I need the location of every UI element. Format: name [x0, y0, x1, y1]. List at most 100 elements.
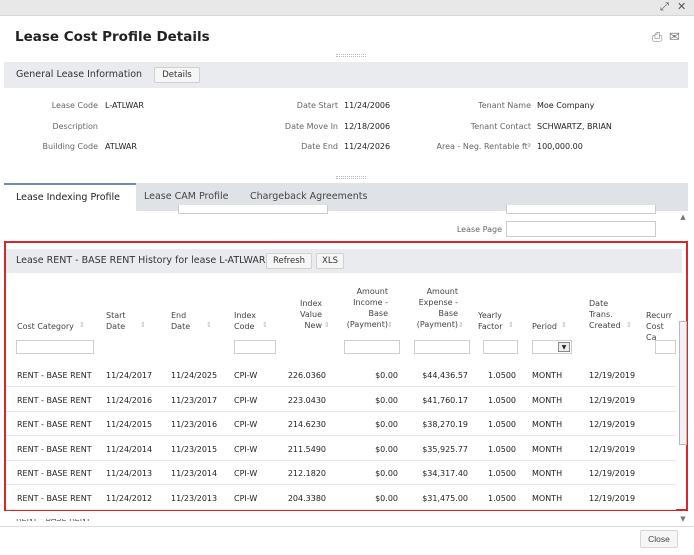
sort-icon[interactable]: ⇕: [387, 321, 393, 329]
table-row[interactable]: RENT - BASE RENT 11/24/2016 11/23/2017 CPI-…: [6, 388, 676, 412]
table-row[interactable]: RENT - BASE RENT 11/24/2013 11/23/2014 CPI-…: [6, 461, 676, 485]
cell-index-value: 214.6230: [287, 420, 326, 429]
close-icon[interactable]: ✕: [677, 0, 687, 13]
cell-index-value: 226.0360: [287, 371, 326, 380]
lease-code-label: Lease Code: [51, 101, 98, 110]
col-date-trans-created[interactable]: Date Trans. Created: [589, 299, 621, 330]
cell-period: MONTH: [532, 469, 563, 478]
tenant-name-label: Tenant Name: [478, 101, 531, 110]
sort-icon[interactable]: ⇕: [206, 321, 212, 329]
scrollbar-thumb[interactable]: [679, 321, 687, 445]
cell-index-code: CPI-W: [234, 493, 258, 503]
sort-icon[interactable]: ⇕: [324, 321, 330, 329]
cell-period: MONTH: [532, 395, 563, 405]
col-index-value-new[interactable]: Index Value New: [299, 299, 322, 330]
sort-icon[interactable]: ⇕: [140, 321, 146, 329]
table-row[interactable]: RENT - BASE RENT 11/24/2017 11/24/2025 CPI-…: [6, 363, 676, 387]
date-end-label: Date End: [301, 142, 338, 151]
cell-date-created: 12/19/2019: [589, 395, 636, 405]
lease-page-input[interactable]: [506, 221, 656, 237]
cell-amount-expense: $41,760.17: [422, 395, 468, 405]
col-period[interactable]: Period: [532, 322, 557, 331]
area-label: Area - Neg. Rentable ft²: [436, 142, 531, 151]
table-row[interactable]: RENT - BASE RENT 11/24/2012 11/23/2013 CPI-…: [6, 486, 676, 510]
print-icon[interactable]: ⎙: [652, 30, 663, 45]
building-code-value: ATLWAR: [105, 142, 137, 151]
cell-start-date: 11/24/2017: [106, 371, 153, 380]
window-titlebar: ⤢ ✕: [0, 0, 694, 16]
cell-amount-income: $0.00: [375, 493, 398, 503]
tab-lease-indexing-profile[interactable]: Lease Indexing Profile: [4, 183, 136, 211]
cell-cost-category: RENT - BASE RENT: [17, 469, 92, 478]
cell-end-date: 11/23/2016: [171, 420, 218, 429]
col-recurring-cost[interactable]: Recurr Cost Ca: [646, 311, 673, 342]
cell-index-code: CPI-W: [234, 469, 258, 478]
col-end-date[interactable]: End Date: [171, 311, 191, 331]
expand-icon[interactable]: ⤢: [660, 0, 669, 13]
cell-period: MONTH: [532, 444, 563, 454]
sort-icon[interactable]: ⇕: [626, 321, 632, 329]
resize-handle-2[interactable]: [336, 176, 366, 179]
cell-end-date: 11/24/2025: [171, 371, 218, 380]
col-amount-income[interactable]: Amount Income - Base (Payment): [346, 287, 388, 329]
page-title: Lease Cost Profile Details: [15, 29, 210, 45]
filter-recurring-cost[interactable]: [655, 340, 676, 354]
cell-start-date: 11/24/2016: [106, 395, 153, 405]
cell-amount-income: $0.00: [375, 420, 398, 429]
cell-index-code: CPI-W: [234, 444, 258, 454]
col-amount-expense[interactable]: Amount Expense - Base (Payment): [416, 287, 458, 329]
cell-start-date: 11/24/2014: [106, 444, 153, 454]
general-lease-info-title: General Lease Information: [16, 69, 143, 80]
cell-start-date: 11/24/2015: [106, 420, 153, 429]
sort-icon[interactable]: ⇕: [262, 321, 268, 329]
table-row[interactable]: RENT - BASE RENT 11/24/2014 11/23/2015 CPI-…: [6, 437, 676, 461]
cell-cost-category: RENT - BASE RENT: [17, 493, 92, 503]
scroll-down-icon[interactable]: ▼: [680, 515, 686, 523]
chevron-down-icon[interactable]: ▼: [558, 342, 570, 352]
history-highlight-box: [4, 241, 688, 511]
vertical-scrollbar[interactable]: ▲ ▼: [678, 211, 688, 525]
cell-amount-expense: $44,436.57: [422, 371, 468, 380]
email-icon[interactable]: ✉: [669, 30, 680, 45]
cell-index-value: 223.0430: [287, 395, 326, 405]
cell-yearly-factor: 1.0500: [488, 444, 516, 454]
date-move-in-value: 12/18/2006: [344, 122, 391, 131]
col-cost-category[interactable]: Cost Category: [17, 322, 74, 331]
xls-button[interactable]: XLS: [316, 253, 344, 269]
cell-yearly-factor: 1.0500: [488, 469, 516, 478]
sort-icon[interactable]: ⇕: [508, 321, 514, 329]
history-header: Lease RENT - BASE RENT History for lease…: [6, 249, 682, 273]
tab-chargeback-agreements[interactable]: Chargeback Agreements: [250, 191, 368, 202]
filter-index-code[interactable]: [234, 340, 276, 354]
refresh-button[interactable]: Refresh: [266, 253, 312, 269]
cell-amount-income: $0.00: [375, 395, 398, 405]
tab-lease-cam-profile[interactable]: Lease CAM Profile: [144, 191, 229, 202]
col-start-date[interactable]: Start Date: [106, 311, 126, 331]
cell-yearly-factor: 1.0500: [488, 493, 516, 503]
tenant-contact-value: SCHWARTZ, BRIAN: [537, 122, 612, 131]
tenant-name-value: Moe Company: [537, 101, 595, 110]
cell-index-code: CPI-W: [234, 395, 258, 405]
resize-handle[interactable]: [336, 54, 366, 57]
filter-yearly-factor[interactable]: [483, 340, 518, 354]
cell-yearly-factor: 1.0500: [488, 395, 516, 405]
cell-amount-expense: $38,270.19: [422, 420, 468, 429]
scroll-up-icon[interactable]: ▲: [680, 213, 686, 221]
sort-icon[interactable]: ⇕: [79, 321, 85, 329]
filter-cost-category[interactable]: [16, 340, 94, 354]
sort-icon[interactable]: ⇕: [458, 321, 464, 329]
cell-start-date: 11/24/2012: [106, 493, 153, 503]
upper-field-input[interactable]: [178, 205, 328, 214]
close-button[interactable]: Close: [640, 530, 678, 548]
sort-icon[interactable]: ⇕: [561, 321, 567, 329]
cell-index-value: 204.3380: [287, 493, 326, 503]
details-button[interactable]: Details: [154, 67, 200, 83]
filter-amount-expense[interactable]: [414, 340, 470, 354]
table-row[interactable]: RENT - BASE RENT 11/24/2015 11/23/2016 CPI-…: [6, 412, 676, 436]
upper-field-input-right[interactable]: [506, 205, 656, 214]
filter-period-select[interactable]: ▼: [532, 340, 572, 354]
col-yearly-factor[interactable]: Yearly Factor: [478, 311, 503, 331]
cell-amount-income: $0.00: [375, 371, 398, 380]
filter-amount-income[interactable]: [344, 340, 400, 354]
col-index-code[interactable]: Index Code: [234, 311, 257, 331]
